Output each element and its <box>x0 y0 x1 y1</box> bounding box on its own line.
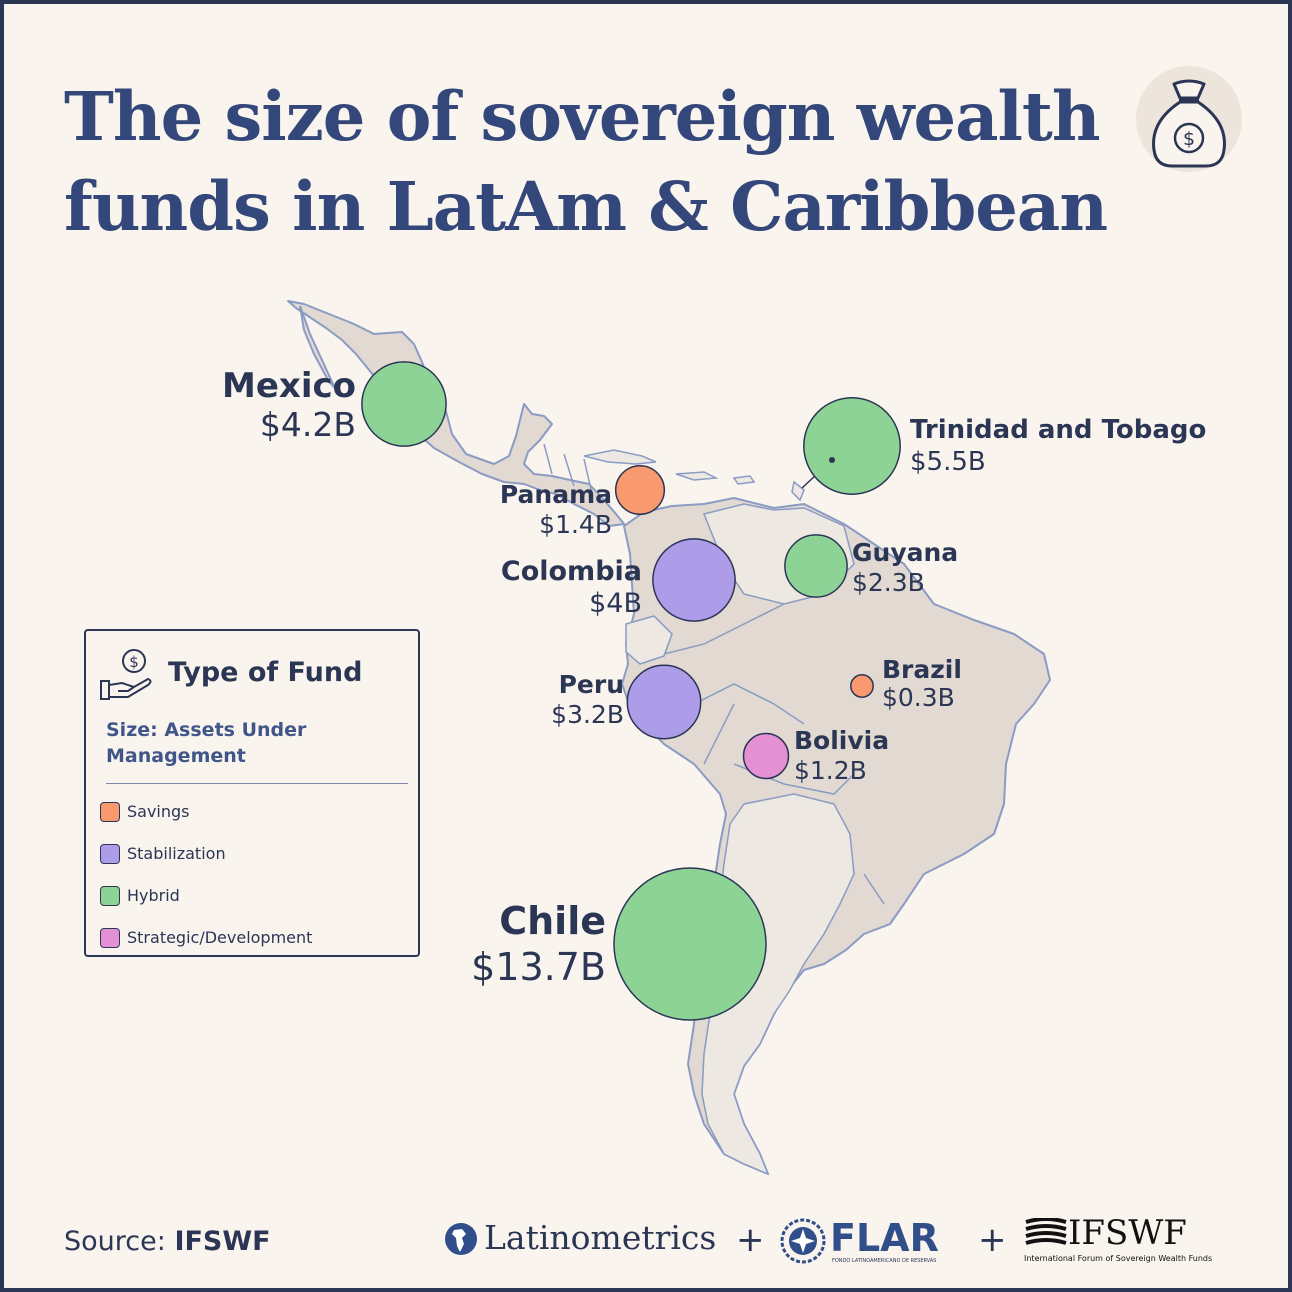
fund-value: $1.4B <box>539 510 612 539</box>
fund-value: $13.7B <box>471 945 606 989</box>
ecuador-land <box>625 615 673 665</box>
source-prefix: Source: <box>64 1226 166 1257</box>
title-line-1: The size of sovereign wealth <box>64 77 1101 156</box>
legend-swatch <box>100 802 120 822</box>
caribbean-islands <box>583 449 805 502</box>
legend-label: Stabilization <box>127 844 226 863</box>
label-guyana: Guyana $2.3B <box>852 538 958 598</box>
legend-label: Strategic/Development <box>127 928 313 947</box>
page-title: The size of sovereign wealth funds in La… <box>64 72 1124 252</box>
legend-divider <box>106 783 408 784</box>
label-colombia: Colombia $4B <box>501 556 642 620</box>
source-name: IFSWF <box>174 1226 271 1257</box>
title-line-2: funds in LatAm & Caribbean <box>64 167 1108 246</box>
fund-bubble-guyana <box>784 534 848 598</box>
fund-bubble-mexico <box>361 361 447 447</box>
flar-subtitle: FONDO LATINOAMERICANO DE RESERVAS <box>832 1258 937 1264</box>
legend-label: Savings <box>127 802 190 821</box>
latinometrics-wordmark: Latinometrics <box>484 1218 717 1257</box>
country-name: Bolivia <box>794 726 890 755</box>
legend-box: $ Type of Fund Size: Assets Under Manage… <box>84 629 420 957</box>
ifswf-logo: IFSWF International Forum of Sovereign W… <box>1024 1214 1224 1270</box>
ifswf-wordmark: IFSWF <box>1068 1213 1187 1253</box>
fund-bubble-brazil <box>850 674 874 698</box>
legend-title: Type of Fund <box>168 657 363 688</box>
label-bolivia: Bolivia $1.2B <box>794 726 889 786</box>
legend-swatch <box>100 886 120 906</box>
country-name: Peru <box>558 670 624 699</box>
plus-sign-1: + <box>736 1220 765 1260</box>
fund-value: $0.3B <box>882 683 955 712</box>
fund-value: $5.5B <box>910 447 986 477</box>
source-note: Source: IFSWF <box>64 1226 271 1257</box>
legend-swatch <box>100 928 120 948</box>
infographic-frame: The size of sovereign wealth funds in La… <box>4 4 1288 1288</box>
legend-subtitle: Size: Assets Under Management <box>106 719 307 767</box>
fund-value: $2.3B <box>852 568 925 597</box>
hand-holding-coin-icon: $ <box>98 647 158 703</box>
trinidad-pointer-dot <box>829 457 835 463</box>
partner-logos: Latinometrics + FLAR FONDO LATINOAMERICA… <box>444 1212 1244 1272</box>
fund-bubble-bolivia <box>742 732 790 780</box>
flar-wordmark: FLAR <box>830 1216 939 1260</box>
label-mexico: Mexico $4.2B <box>222 366 356 444</box>
flar-emblem-icon <box>780 1218 826 1264</box>
latam-map <box>287 300 1051 1176</box>
ifswf-emblem-icon <box>1025 1218 1067 1245</box>
fund-bubble-panama <box>614 464 666 516</box>
plus-sign-2: + <box>978 1220 1007 1260</box>
fund-value: $1.2B <box>794 756 867 785</box>
legend-swatch <box>100 844 120 864</box>
label-peru: Peru $3.2B <box>551 670 624 730</box>
country-name: Colombia <box>500 556 642 587</box>
fund-bubble-chile <box>613 867 767 1021</box>
fund-value: $3.2B <box>551 700 624 729</box>
baja-california <box>299 305 339 393</box>
label-panama: Panama $1.4B <box>500 480 612 540</box>
country-name: Chile <box>499 899 606 943</box>
ifswf-subtitle: International Forum of Sovereign Wealth … <box>1024 1254 1213 1263</box>
flar-logo: FLAR FONDO LATINOAMERICANO DE RESERVAS <box>780 1218 970 1268</box>
label-chile: Chile $13.7B <box>471 898 606 990</box>
country-name: Mexico <box>222 366 356 406</box>
svg-text:$: $ <box>1183 128 1195 150</box>
fund-bubble-peru <box>626 664 702 740</box>
country-borders <box>663 603 885 905</box>
label-trinidad: Trinidad and Tobago $5.5B <box>910 414 1206 478</box>
fund-bubble-colombia <box>652 538 736 622</box>
fund-value: $4B <box>589 588 642 619</box>
fund-value: $4.2B <box>259 405 356 444</box>
country-name: Brazil <box>882 655 962 684</box>
label-brazil: Brazil $0.3B <box>882 656 962 712</box>
country-name: Panama <box>499 480 612 509</box>
country-name: Trinidad and Tobago <box>910 415 1207 445</box>
globe-icon <box>445 1223 477 1255</box>
legend-label: Hybrid <box>127 886 180 905</box>
money-bag-icon: $ <box>1136 66 1242 172</box>
fund-bubble-trinidad-and-tobago <box>803 397 901 495</box>
country-name: Guyana <box>852 538 959 567</box>
central-america-lines <box>543 443 593 495</box>
svg-text:$: $ <box>129 653 139 671</box>
